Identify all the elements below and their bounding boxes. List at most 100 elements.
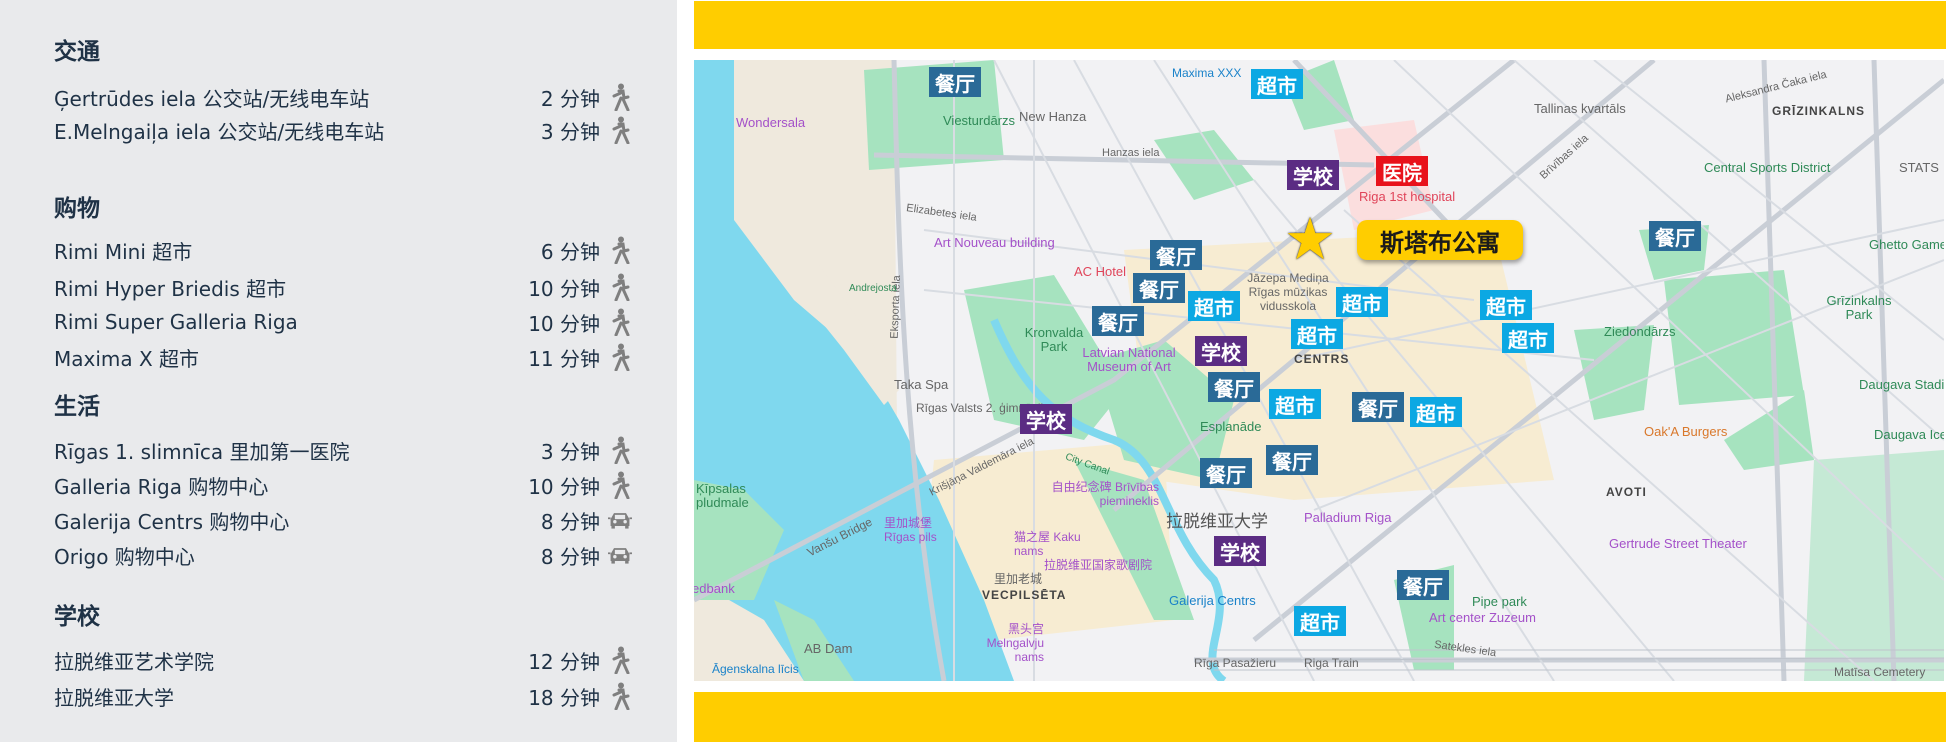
travel-time: 12 分钟: [528, 649, 600, 674]
list-item: Ģertrūdes iela 公交站/无线电车站 2 分钟: [54, 80, 632, 114]
map-label: Palladium Riga: [1304, 510, 1392, 525]
place-name: 拉脱维亚艺术学院: [54, 649, 214, 674]
map-label: Gertrude Street Theater: [1609, 536, 1747, 551]
map-label: 拉脱维亚大学: [1166, 512, 1268, 531]
travel-time: 8 分钟: [540, 544, 600, 569]
place-name: Rīgas 1. slimnīca 里加第一医院: [54, 439, 350, 464]
restaurant-badge[interactable]: 餐厅: [929, 67, 981, 97]
place-name: Rimi Mini 超市: [54, 239, 193, 264]
nearby-places-panel: 交通 Ģertrūdes iela 公交站/无线电车站 2 分钟 E.Melnga…: [0, 0, 677, 742]
supermarket-badge[interactable]: 超市: [1269, 389, 1321, 419]
map-label: Taka Spa: [894, 377, 949, 392]
supermarket-badge[interactable]: 超市: [1291, 319, 1343, 349]
school-badge[interactable]: 学校: [1287, 160, 1339, 190]
map-label: 拉脱维亚国家歌剧院: [1044, 558, 1153, 572]
map-label: GRĪZINKALNS: [1772, 104, 1865, 118]
restaurant-badge[interactable]: 餐厅: [1352, 392, 1404, 422]
restaurant-badge[interactable]: 餐厅: [1092, 306, 1144, 336]
school-badge[interactable]: 学校: [1195, 336, 1247, 366]
map[interactable]: Wondersala Viesturdārzs New Hanza Hanzas…: [694, 60, 1944, 681]
place-name: Rimi Hyper Briedis 超市: [54, 276, 287, 301]
place-name: 拉脱维亚大学: [54, 685, 174, 710]
restaurant-badge[interactable]: 餐厅: [1649, 221, 1701, 251]
travel-time: 2 分钟: [540, 86, 600, 111]
map-label: Swedbank: [694, 581, 735, 596]
map-label: Rīgas Valsts 2. ģimnāzija: [916, 401, 1050, 415]
map-label: AVOTI: [1606, 485, 1647, 499]
supermarket-badge[interactable]: 超市: [1336, 287, 1388, 317]
school-badge[interactable]: 学校: [1020, 404, 1072, 434]
walk-icon: [608, 235, 632, 265]
map-label: Rīga Pasažieru: [1194, 656, 1277, 670]
list-item: Rimi Hyper Briedis 超市 10 分钟: [54, 270, 632, 304]
map-label: STATS: [1899, 160, 1939, 175]
restaurant-badge[interactable]: 餐厅: [1150, 240, 1202, 270]
list-item: 拉脱维亚艺术学院 12 分钟: [54, 643, 632, 677]
travel-time: 11 分钟: [528, 346, 600, 371]
map-label: Andrejosta: [849, 283, 897, 294]
travel-time: 10 分钟: [528, 474, 600, 499]
walk-icon: [608, 342, 632, 372]
car-icon: [608, 505, 632, 535]
place-name: Galleria Riga 购物中心: [54, 474, 269, 499]
star-icon[interactable]: ★: [1284, 205, 1336, 273]
school-badge[interactable]: 学校: [1214, 536, 1266, 566]
place-name: Origo 购物中心: [54, 544, 195, 569]
section-title-shopping: 购物: [54, 196, 100, 222]
restaurant-badge[interactable]: 餐厅: [1133, 273, 1185, 303]
list-item: Rīgas 1. slimnīca 里加第一医院 3 分钟: [54, 433, 632, 467]
travel-time: 3 分钟: [540, 439, 600, 464]
map-label: 自由纪念碑 Brīvības piemineklis: [1051, 480, 1159, 508]
map-label: Galerija Centrs: [1169, 593, 1256, 608]
map-label: Ziedondārzs: [1604, 324, 1676, 339]
walk-icon: [608, 681, 632, 711]
map-label: Riga Train: [1304, 656, 1359, 670]
hospital-badge[interactable]: 医院: [1376, 156, 1428, 186]
map-label: Daugava Ice: [1874, 427, 1944, 442]
restaurant-badge[interactable]: 餐厅: [1397, 570, 1449, 600]
map-label: Pipe park: [1472, 594, 1527, 609]
section-title-transport: 交通: [54, 39, 100, 65]
list-item: E.Melngaiļa iela 公交站/无线电车站 3 分钟: [54, 113, 632, 147]
map-label: 猫之屋 Kaku nams: [1014, 530, 1081, 558]
map-label: Ķīpsalas pludmale: [696, 481, 749, 510]
supermarket-badge[interactable]: 超市: [1502, 323, 1554, 353]
map-background: [694, 60, 1944, 681]
supermarket-badge[interactable]: 超市: [1410, 397, 1462, 427]
map-label: 里加老城: [994, 572, 1043, 586]
travel-time: 3 分钟: [540, 119, 600, 144]
map-label: Tallinas kvartāls: [1534, 101, 1626, 116]
list-item: Galerija Centrs 购物中心 8 分钟: [54, 503, 632, 537]
place-name: Maxima X 超市: [54, 346, 200, 371]
walk-icon: [608, 435, 632, 465]
walk-icon: [608, 470, 632, 500]
walk-icon: [608, 82, 632, 112]
map-label: Daugava Stadium: [1859, 377, 1944, 392]
supermarket-badge[interactable]: 超市: [1251, 69, 1303, 99]
map-label: Kronvalda Park: [1024, 325, 1084, 354]
map-label: Oak'A Burgers: [1644, 424, 1728, 439]
restaurant-badge[interactable]: 餐厅: [1208, 372, 1260, 402]
map-label: CENTRS: [1294, 352, 1350, 366]
map-label: Viesturdārzs: [943, 113, 1016, 128]
map-label: Grīzinkalns Park: [1826, 293, 1892, 322]
map-label: VECPILSĒTA: [982, 588, 1067, 602]
map-label: New Hanza: [1019, 109, 1087, 124]
travel-time: 18 分钟: [528, 685, 600, 710]
map-label: Maxima XXX: [1172, 66, 1242, 80]
map-label: Jāzepa Mediņa Rīgas mūzikas vidusskola: [1247, 271, 1329, 313]
list-item: Rimi Super Galleria Riga 10 分钟: [54, 305, 632, 339]
restaurant-badge[interactable]: 餐厅: [1200, 458, 1252, 488]
supermarket-badge[interactable]: 超市: [1188, 291, 1240, 321]
map-label: Latvian National Museum of Art: [1082, 345, 1176, 374]
map-label: Matīsa Cemetery: [1834, 665, 1926, 679]
map-label: Wondersala: [736, 115, 806, 130]
list-item: Maxima X 超市 11 分钟: [54, 340, 632, 374]
list-item: 拉脱维亚大学 18 分钟: [54, 679, 632, 713]
supermarket-badge[interactable]: 超市: [1480, 290, 1532, 320]
apartment-label[interactable]: 斯塔布公寓: [1357, 220, 1523, 260]
map-label: Esplanāde: [1200, 419, 1262, 434]
section-title-schools: 学校: [54, 604, 100, 630]
restaurant-badge[interactable]: 餐厅: [1266, 445, 1318, 475]
supermarket-badge[interactable]: 超市: [1294, 606, 1346, 636]
